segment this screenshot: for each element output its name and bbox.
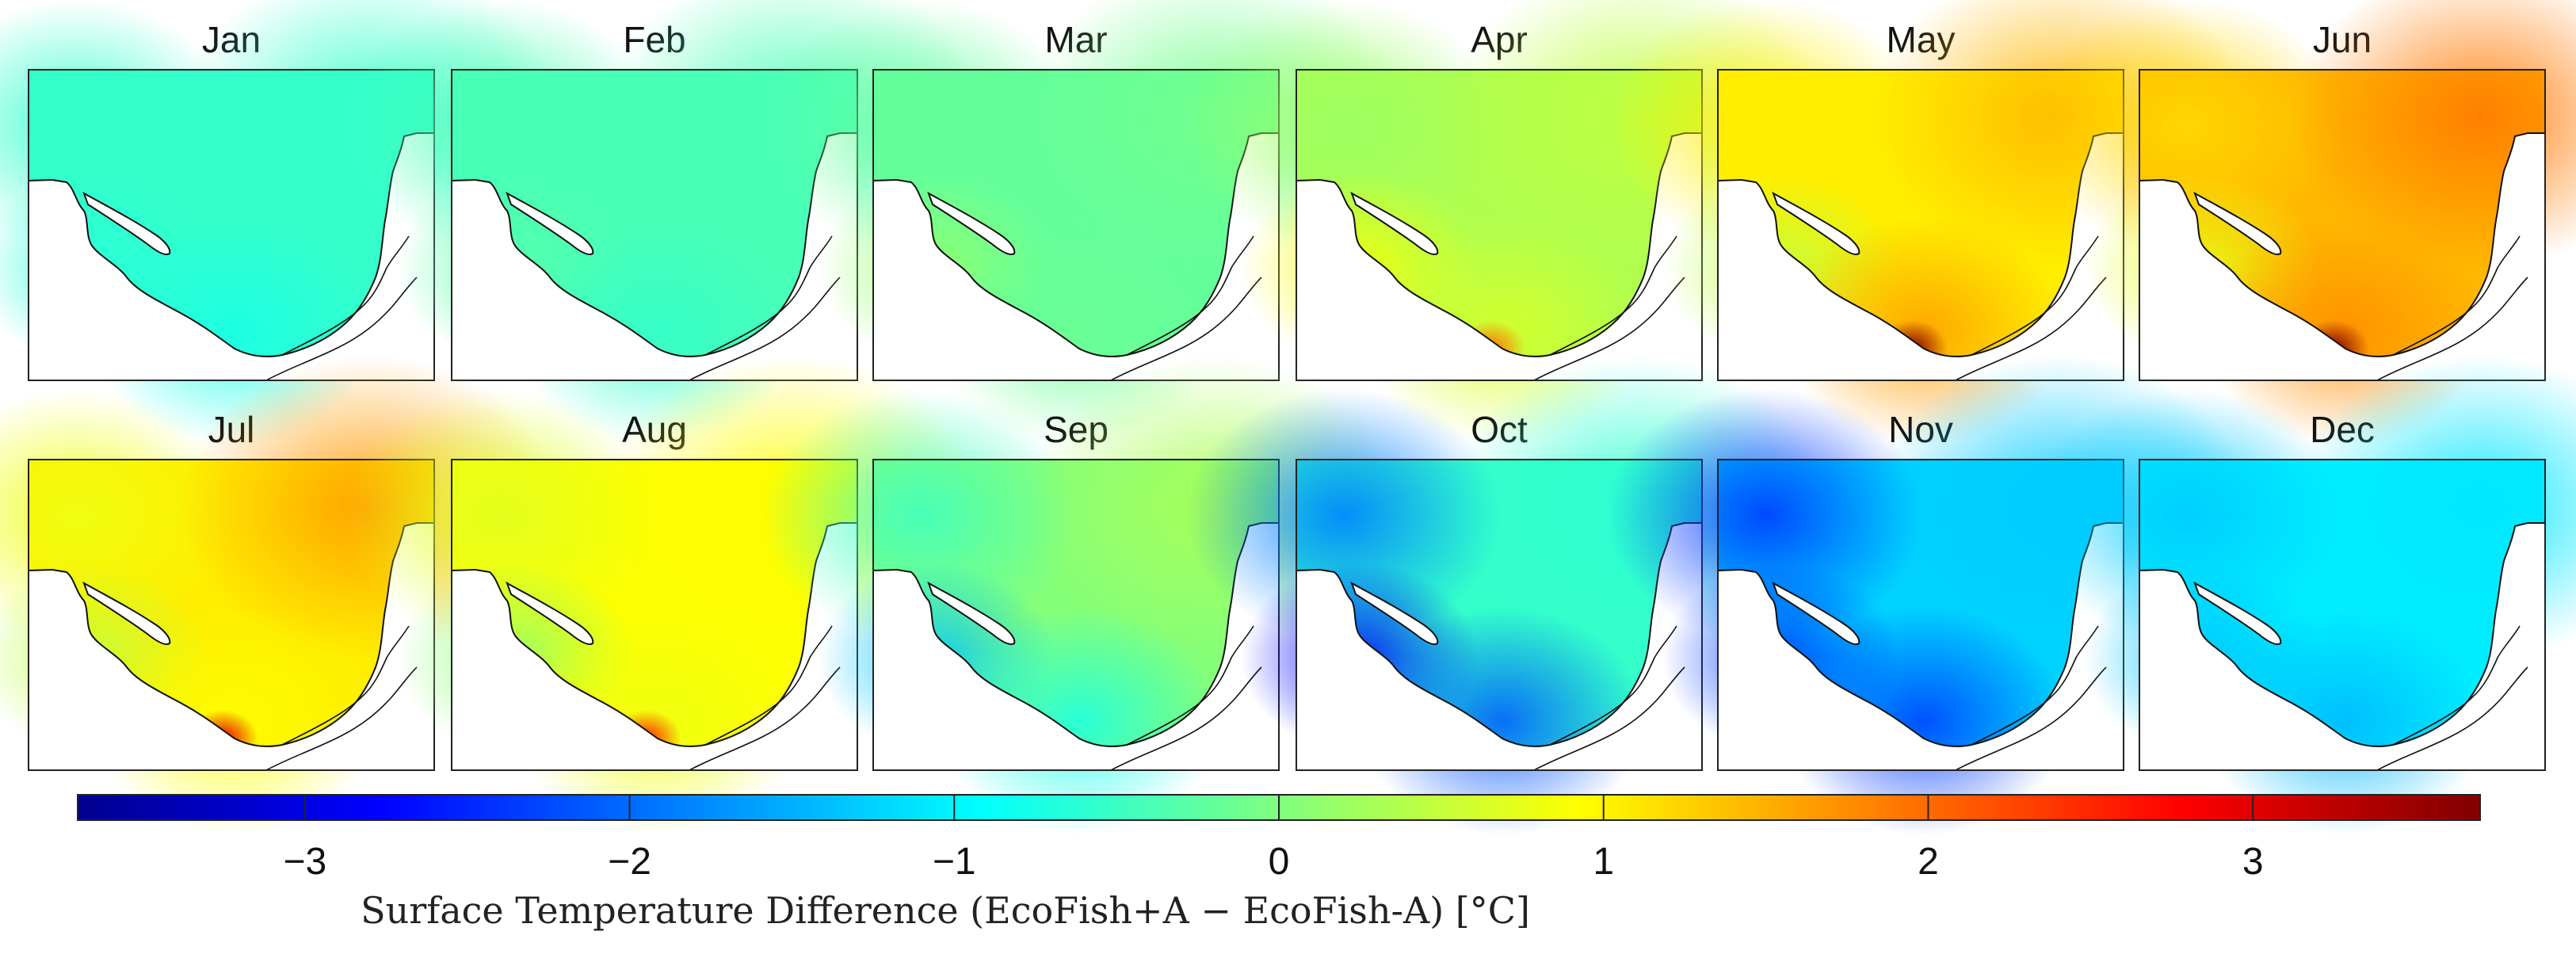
temperature-anomaly <box>1360 607 1645 835</box>
sand-spit <box>927 581 1016 645</box>
inner-coastline <box>2392 235 2521 356</box>
coastline <box>2139 132 2546 381</box>
panel-frame <box>2139 69 2546 381</box>
colorbar-tick-label: −3 <box>283 841 326 883</box>
sand-spit <box>82 581 171 645</box>
sand-spit <box>2193 191 2282 255</box>
inner-coastline <box>1971 625 2099 746</box>
sand-spit <box>506 191 594 255</box>
colorbar-tick-label: 2 <box>1918 841 1939 883</box>
colorbar: −3 −2 −1 0 1 2 3 Surface Temperature Differenc… <box>77 794 2481 932</box>
temperature-anomaly <box>937 607 1222 835</box>
sand-spit <box>1772 191 1860 255</box>
sand-spit <box>1350 191 1439 255</box>
inner-coastline <box>1126 625 1254 746</box>
inner-coastline <box>281 235 410 356</box>
inner-coastline <box>1549 235 1677 356</box>
panel-frame <box>2139 459 2546 771</box>
sand-spit <box>2193 581 2282 645</box>
map-panel: Dec <box>2028 355 2576 835</box>
inner-coastline <box>704 235 833 356</box>
temperature-anomaly <box>2203 607 2488 835</box>
inner-coastline <box>1971 235 2099 356</box>
sand-spit <box>1350 581 1439 645</box>
map-panel: Nov <box>1607 355 2249 835</box>
temperature-anomaly <box>1781 607 2067 835</box>
panel-grid: JanFebMarAprMayJunJulAugSepOctNovDec <box>0 0 2576 835</box>
inner-coastline <box>2392 625 2521 746</box>
sand-spit <box>506 581 594 645</box>
colorbar-tick-label: 3 <box>2242 841 2264 883</box>
colorbar-tick-label: 0 <box>1269 841 1290 883</box>
colorbar-tick-label: −1 <box>933 841 976 883</box>
coastline <box>2139 522 2546 771</box>
sand-spit <box>82 191 171 255</box>
inner-coastline <box>1126 235 1254 356</box>
colorbar-tick-label: −2 <box>608 841 651 883</box>
sand-spit <box>1772 581 1860 645</box>
lagoon-shoreline <box>2376 277 2528 381</box>
lagoon-shoreline <box>2376 666 2528 771</box>
inner-coastline <box>281 625 410 746</box>
sand-spit <box>927 191 1016 255</box>
colorbar-label: Surface Temperature Difference (EcoFish+… <box>361 889 1530 932</box>
colorbar-ticks: −3 −2 −1 0 1 2 3 <box>283 795 2264 883</box>
inner-coastline <box>704 625 833 746</box>
inner-coastline <box>1549 625 1677 746</box>
colorbar-tick-label: 1 <box>1593 841 1614 883</box>
